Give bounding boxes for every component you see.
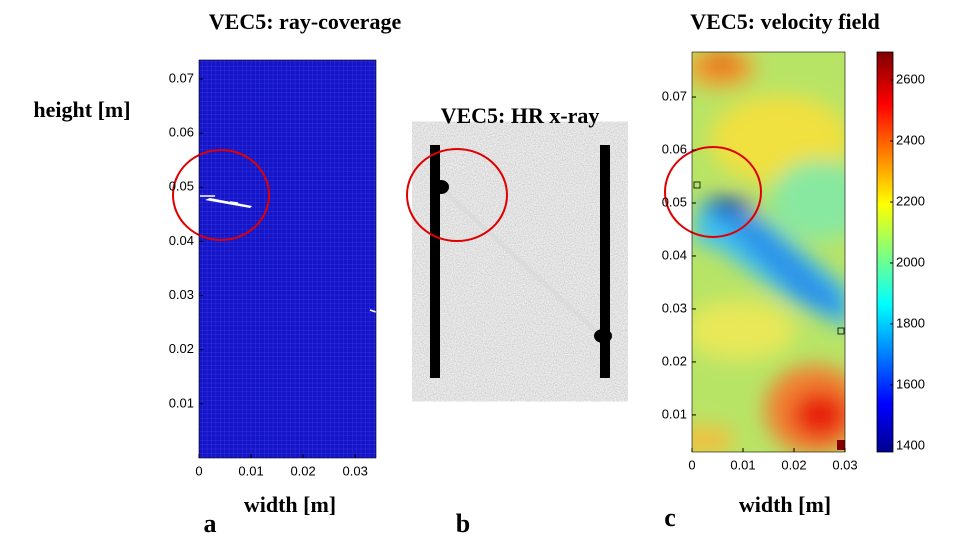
x-axis-label: width [m] xyxy=(244,492,336,517)
y-tick-label: 0.05 xyxy=(169,179,194,194)
colorbar-tick-label: 1400 xyxy=(896,437,925,452)
y-tick-label: 0.06 xyxy=(662,141,687,156)
plot-frame xyxy=(198,59,377,459)
annotation-circle xyxy=(664,146,762,238)
colorbar-tick-label: 2600 xyxy=(896,71,925,86)
chart-title: VEC5: ray-coverage xyxy=(209,9,402,34)
panel-label: c xyxy=(664,503,676,532)
ray-coverage-image xyxy=(199,60,377,458)
plot-frame xyxy=(691,51,846,453)
colorbar-tick-label: 2400 xyxy=(896,132,925,147)
y-tick-label: 0.02 xyxy=(169,341,194,356)
y-tick-label: 0.05 xyxy=(662,194,687,209)
panel-label: a xyxy=(204,509,217,538)
xray-image xyxy=(430,145,612,378)
chart-title: VEC5: velocity field xyxy=(690,9,879,34)
colorbar-tick-label: 2200 xyxy=(896,193,925,208)
y-tick-label: 0.04 xyxy=(662,247,687,262)
y-tick-label: 0.04 xyxy=(169,233,194,248)
colorbar xyxy=(876,51,894,453)
colorbar-tick-label: 2000 xyxy=(896,254,925,269)
y-tick-label: 0.01 xyxy=(662,406,687,421)
annotation-circle xyxy=(172,149,270,241)
chart-title: VEC5: HR x-ray xyxy=(441,103,600,128)
x-tick-label: 0.01 xyxy=(730,457,755,472)
y-axis-label: height [m] xyxy=(33,97,130,122)
colorbar-tick-label: 1800 xyxy=(896,315,925,330)
velocity-image xyxy=(692,52,845,452)
panel-label: b xyxy=(456,509,470,538)
y-tick-label: 0.07 xyxy=(169,70,194,85)
x-tick-label: 0.03 xyxy=(343,463,368,478)
y-tick-label: 0.06 xyxy=(169,125,194,140)
x-tick-label: 0 xyxy=(195,463,202,478)
y-tick-label: 0.03 xyxy=(662,300,687,315)
colorbar-tick-label: 1600 xyxy=(896,376,925,391)
y-tick-label: 0.01 xyxy=(169,395,194,410)
x-axis-label: width [m] xyxy=(739,492,831,517)
annotation-circle xyxy=(406,148,508,242)
x-tick-label: 0.03 xyxy=(832,457,857,472)
x-tick-label: 0.02 xyxy=(290,463,315,478)
x-tick-label: 0.02 xyxy=(781,457,806,472)
y-tick-label: 0.07 xyxy=(662,88,687,103)
x-tick-label: 0 xyxy=(688,457,695,472)
x-tick-label: 0.01 xyxy=(238,463,263,478)
y-tick-label: 0.03 xyxy=(169,287,194,302)
y-tick-label: 0.02 xyxy=(662,353,687,368)
